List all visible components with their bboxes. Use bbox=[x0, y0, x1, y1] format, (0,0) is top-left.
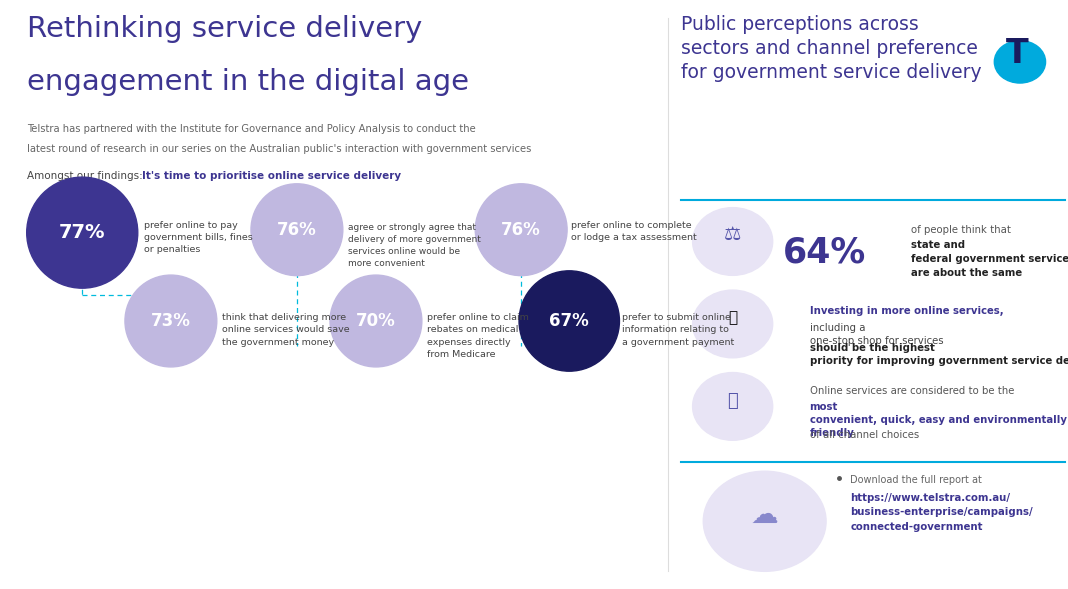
Text: It's time to prioritise online service delivery: It's time to prioritise online service d… bbox=[142, 171, 402, 181]
Ellipse shape bbox=[251, 184, 343, 276]
Text: 64%: 64% bbox=[783, 236, 866, 270]
Ellipse shape bbox=[693, 290, 773, 358]
Text: Online services are considered to be the: Online services are considered to be the bbox=[810, 386, 1017, 396]
Text: agree or strongly agree that
delivery of more government
services online would b: agree or strongly agree that delivery of… bbox=[348, 223, 481, 268]
Ellipse shape bbox=[125, 275, 217, 367]
Ellipse shape bbox=[475, 184, 567, 276]
Text: prefer online to pay
government bills, fines
or penalties: prefer online to pay government bills, f… bbox=[144, 221, 253, 254]
Text: 🔍: 🔍 bbox=[728, 310, 737, 326]
Text: prefer online to claim
rebates on medical
expenses directly
from Medicare: prefer online to claim rebates on medica… bbox=[427, 313, 529, 359]
Text: engagement in the digital age: engagement in the digital age bbox=[27, 68, 469, 96]
Text: Rethinking service delivery: Rethinking service delivery bbox=[27, 15, 422, 43]
Text: should be the highest
priority for improving government service delivery: should be the highest priority for impro… bbox=[810, 343, 1068, 366]
Text: latest round of research in our series on the Australian public's interaction wi: latest round of research in our series o… bbox=[27, 144, 531, 154]
Text: Investing in more online services,: Investing in more online services, bbox=[810, 306, 1003, 316]
Text: prefer online to complete
or lodge a tax assessment: prefer online to complete or lodge a tax… bbox=[571, 221, 697, 242]
Text: ☁: ☁ bbox=[751, 501, 779, 530]
Ellipse shape bbox=[703, 471, 827, 571]
Text: prefer to submit online
information relating to
a government payment: prefer to submit online information rela… bbox=[622, 313, 734, 347]
Text: 76%: 76% bbox=[501, 221, 541, 239]
Text: ⏱: ⏱ bbox=[727, 392, 738, 409]
Ellipse shape bbox=[27, 177, 138, 288]
Text: 70%: 70% bbox=[356, 312, 396, 330]
Text: Public perceptions across
sectors and channel preference
for government service : Public perceptions across sectors and ch… bbox=[681, 15, 981, 82]
Text: most
convenient, quick, easy and environmentally
friendly: most convenient, quick, easy and environ… bbox=[810, 402, 1067, 438]
Text: T: T bbox=[1005, 37, 1028, 70]
Text: of people think that: of people think that bbox=[911, 225, 1015, 235]
Text: think that delivering more
online services would save
the government money: think that delivering more online servic… bbox=[222, 313, 349, 347]
Ellipse shape bbox=[693, 208, 773, 276]
Ellipse shape bbox=[330, 275, 422, 367]
Ellipse shape bbox=[519, 271, 619, 371]
Text: Telstra has partnered with the Institute for Governance and Policy Analysis to c: Telstra has partnered with the Institute… bbox=[27, 124, 475, 134]
Text: 76%: 76% bbox=[277, 221, 317, 239]
Text: 77%: 77% bbox=[59, 223, 106, 242]
Text: https://www.telstra.com.au/
business-enterprise/campaigns/
connected-government: https://www.telstra.com.au/ business-ent… bbox=[850, 493, 1033, 532]
Text: state and
federal government services
are about the same: state and federal government services ar… bbox=[911, 240, 1068, 277]
Text: including a
one-stop shop for services: including a one-stop shop for services bbox=[810, 323, 946, 346]
Text: 67%: 67% bbox=[549, 312, 590, 330]
Text: 73%: 73% bbox=[151, 312, 191, 330]
Text: Download the full report at: Download the full report at bbox=[850, 475, 981, 485]
Ellipse shape bbox=[994, 41, 1046, 83]
Ellipse shape bbox=[693, 373, 773, 441]
Text: Amongst our findings:: Amongst our findings: bbox=[27, 171, 145, 181]
Text: of all channel choices: of all channel choices bbox=[810, 430, 918, 440]
Text: ⚖: ⚖ bbox=[724, 226, 741, 245]
